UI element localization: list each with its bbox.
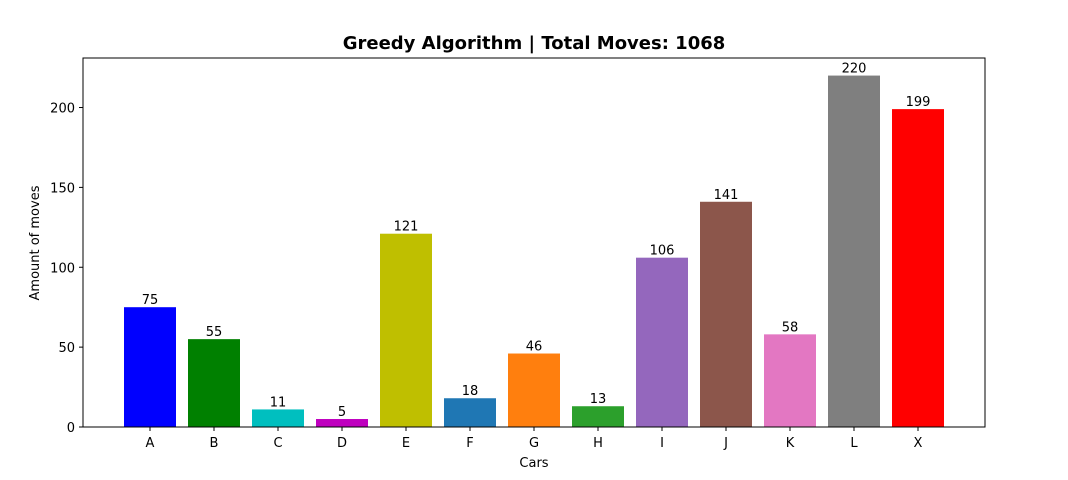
y-tick-label-0: 0 [67, 421, 75, 436]
data-label-e: 121 [394, 220, 419, 235]
x-tick-label-a: A [146, 436, 155, 451]
bar-k [764, 334, 816, 427]
data-label-d: 5 [338, 405, 346, 420]
data-label-a: 75 [142, 293, 159, 308]
x-tick-label-g: G [529, 436, 539, 451]
x-tick-label-l: L [850, 436, 858, 451]
bar-b [188, 339, 240, 427]
x-tick-label-c: C [273, 436, 282, 451]
x-tick-label-i: I [660, 436, 664, 451]
x-tick-label-b: B [210, 436, 219, 451]
bar-d [316, 419, 368, 427]
y-tick-label-100: 100 [50, 261, 75, 276]
x-tick-label-h: H [593, 436, 603, 451]
x-axis-label: Cars [519, 456, 548, 471]
bar-h [572, 406, 624, 427]
bar-l [828, 75, 880, 428]
plot-area: 75 55 11 5 121 18 46 13 106 141 58 220 199 A B C D E F G H I J… [50, 57, 986, 451]
bar-a [124, 307, 176, 427]
data-label-k: 58 [782, 320, 799, 335]
x-tick-label-e: E [402, 436, 410, 451]
bar-i [636, 257, 688, 427]
y-tick-label-200: 200 [50, 102, 75, 117]
x-tick-label-d: D [337, 436, 347, 451]
data-label-f: 18 [462, 384, 479, 399]
y-tick-label-150: 150 [50, 181, 75, 196]
data-label-c: 11 [270, 395, 287, 410]
bar-c [252, 409, 304, 427]
y-tick-label-50: 50 [58, 341, 75, 356]
x-tick-label-x: X [914, 436, 923, 451]
data-label-l: 220 [842, 62, 867, 77]
bar-x [892, 109, 944, 427]
data-label-x: 199 [906, 95, 931, 110]
x-tick-label-j: J [723, 436, 728, 451]
data-label-h: 13 [590, 392, 607, 407]
bar-f [444, 398, 496, 427]
bar-e [380, 233, 432, 427]
data-label-g: 46 [526, 340, 543, 355]
data-label-i: 106 [650, 244, 675, 259]
x-tick-label-k: K [786, 436, 795, 451]
x-tick-label-f: F [466, 436, 473, 451]
chart-title: Greedy Algorithm | Total Moves: 1068 [343, 33, 726, 54]
data-label-b: 55 [206, 325, 223, 340]
bar-j [700, 201, 752, 427]
data-label-j: 141 [714, 188, 739, 203]
bar-g [508, 353, 560, 427]
y-axis-label: Amount of moves [28, 185, 43, 300]
